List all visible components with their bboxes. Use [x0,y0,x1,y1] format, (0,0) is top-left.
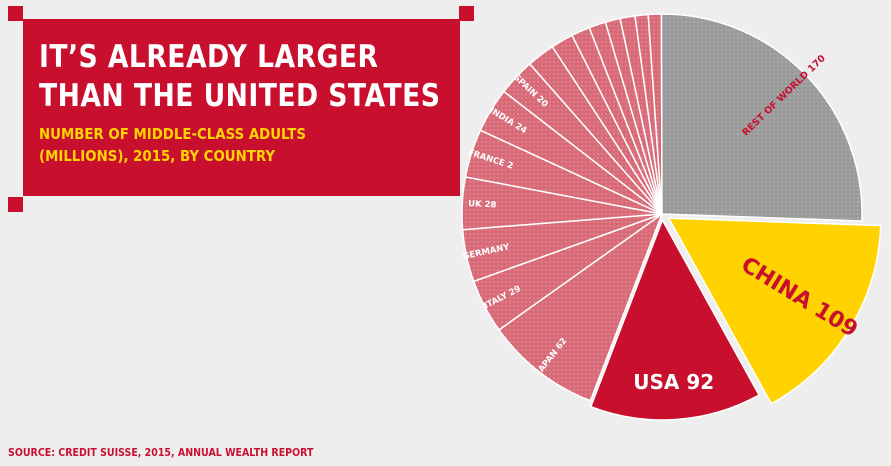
source-note: SOURCE: CREDIT SUISSE, 2015, ANNUAL WEAL… [8,446,314,459]
corner-square-top-right [459,6,474,21]
usa-slice [589,218,761,421]
india-slice-texture [480,91,662,214]
chart-title: IT’S ALREADY LARGER THAN THE UNITED STATE… [39,38,440,116]
title-box: IT’S ALREADY LARGER THAN THE UNITED STATE… [23,19,460,196]
japan-slice-texture [498,214,662,401]
corner-square-top-left [8,6,23,21]
spain-slice-texture [503,63,662,215]
other-15-slice-texture [634,14,662,215]
other-10-slice-texture [552,35,662,214]
corner-square-bottom-left [8,197,23,212]
chart-subtitle: NUMBER OF MIDDLE-CLASS ADULTS (MILLIONS),… [39,123,306,167]
chart-subtitle-line1: NUMBER OF MIDDLE-CLASS ADULTS [39,125,307,143]
other-16-slice-texture [648,14,662,214]
usa-label: USA 92 [633,370,714,394]
germany-slice-texture [462,214,662,282]
other-12-slice-texture [589,22,662,214]
rest-of-world-slice-texture [661,14,862,221]
china-slice [667,217,882,405]
france-slice-texture [465,130,662,214]
other-11-slice-texture [572,27,662,215]
chart-title-line2: THAN THE UNITED STATES [39,78,441,114]
other-13-slice-texture [605,18,662,215]
other-14-slice-texture [620,15,662,215]
other-9-slice-texture [529,46,662,214]
uk-label: UK 28 [468,199,497,211]
chart-title-line1: IT’S ALREADY LARGER [39,39,379,75]
uk-slice-texture [462,176,662,230]
chart-subtitle-line2: (MILLIONS), 2015, BY COUNTRY [39,147,276,165]
italy-slice-texture [473,214,662,330]
